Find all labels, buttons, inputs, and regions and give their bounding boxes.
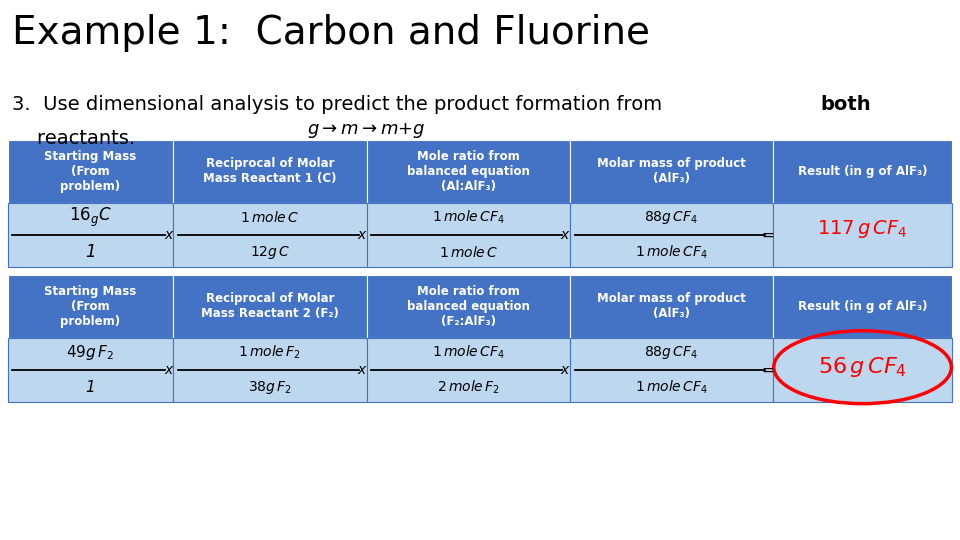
Text: Starting Mass
(From
problem): Starting Mass (From problem) (44, 150, 136, 193)
Text: Molar mass of product
(AlF₃): Molar mass of product (AlF₃) (597, 293, 746, 320)
Text: $38g\,F_2$: $38g\,F_2$ (248, 379, 292, 396)
Text: =: = (761, 362, 775, 377)
Text: $1\,mole\,CF_4$: $1\,mole\,CF_4$ (432, 209, 505, 226)
Text: x: x (164, 363, 172, 377)
Text: =: = (761, 227, 775, 242)
FancyBboxPatch shape (173, 275, 367, 338)
FancyBboxPatch shape (367, 202, 569, 267)
Text: $49g\,F_2$: $49g\,F_2$ (66, 343, 114, 362)
Text: $12g\,C$: $12g\,C$ (250, 244, 290, 261)
Text: Example 1:  Carbon and Fluorine: Example 1: Carbon and Fluorine (12, 14, 650, 51)
Text: $1\,mole\,CF_4$: $1\,mole\,CF_4$ (635, 379, 708, 396)
Text: $1\,mole\,F_2$: $1\,mole\,F_2$ (238, 344, 301, 361)
FancyBboxPatch shape (569, 202, 773, 267)
FancyBboxPatch shape (569, 338, 773, 402)
Text: $g{\rightarrow}m{\rightarrow}m{+}g$: $g{\rightarrow}m{\rightarrow}m{+}g$ (307, 122, 425, 140)
FancyBboxPatch shape (773, 338, 952, 402)
FancyBboxPatch shape (773, 202, 952, 267)
Text: $1\,mole\,C$: $1\,mole\,C$ (240, 210, 300, 225)
Text: $1\,mole\,CF_4$: $1\,mole\,CF_4$ (432, 344, 505, 361)
FancyBboxPatch shape (173, 338, 367, 402)
Text: 3.  Use dimensional analysis to predict the product formation from: 3. Use dimensional analysis to predict t… (12, 94, 668, 113)
Text: Result (in g of AlF₃): Result (in g of AlF₃) (798, 300, 927, 313)
Text: 1: 1 (85, 243, 96, 261)
Text: Reciprocal of Molar
Mass Reactant 1 (C): Reciprocal of Molar Mass Reactant 1 (C) (204, 158, 337, 185)
FancyBboxPatch shape (367, 140, 569, 202)
FancyBboxPatch shape (8, 338, 173, 402)
Text: $16_gC$: $16_gC$ (69, 206, 111, 229)
Text: x: x (561, 363, 569, 377)
FancyBboxPatch shape (773, 140, 952, 202)
FancyBboxPatch shape (173, 202, 367, 267)
Text: $2\,mole\,F_2$: $2\,mole\,F_2$ (437, 379, 499, 396)
Text: reactants.: reactants. (12, 129, 134, 147)
Text: $117\,g\,CF_4$: $117\,g\,CF_4$ (817, 219, 908, 240)
Text: x: x (164, 228, 172, 242)
Text: x: x (358, 363, 366, 377)
FancyBboxPatch shape (367, 275, 569, 338)
Text: x: x (561, 228, 569, 242)
Text: $56\,g\,CF_4$: $56\,g\,CF_4$ (818, 355, 907, 379)
FancyBboxPatch shape (8, 275, 173, 338)
Text: $1\,mole\,C$: $1\,mole\,C$ (439, 245, 498, 260)
FancyBboxPatch shape (773, 275, 952, 338)
FancyBboxPatch shape (569, 275, 773, 338)
Text: $88g\,CF_4$: $88g\,CF_4$ (644, 209, 698, 226)
Text: Mole ratio from
balanced equation
(F₂:AlF₃): Mole ratio from balanced equation (F₂:Al… (407, 285, 530, 328)
FancyBboxPatch shape (569, 140, 773, 202)
FancyBboxPatch shape (8, 140, 173, 202)
FancyBboxPatch shape (367, 338, 569, 402)
Text: Mole ratio from
balanced equation
(Al:AlF₃): Mole ratio from balanced equation (Al:Al… (407, 150, 530, 193)
Text: $1\,mole\,CF_4$: $1\,mole\,CF_4$ (635, 244, 708, 261)
Text: both: both (821, 94, 872, 113)
Text: Reciprocal of Molar
Mass Reactant 2 (F₂): Reciprocal of Molar Mass Reactant 2 (F₂) (201, 293, 339, 320)
Text: x: x (358, 228, 366, 242)
Text: Result (in g of AlF₃): Result (in g of AlF₃) (798, 165, 927, 178)
Text: Starting Mass
(From
problem): Starting Mass (From problem) (44, 285, 136, 328)
Text: 1: 1 (85, 380, 95, 395)
FancyBboxPatch shape (8, 202, 173, 267)
Text: $88g\,CF_4$: $88g\,CF_4$ (644, 344, 698, 361)
FancyBboxPatch shape (173, 140, 367, 202)
Text: Molar mass of product
(AlF₃): Molar mass of product (AlF₃) (597, 158, 746, 185)
